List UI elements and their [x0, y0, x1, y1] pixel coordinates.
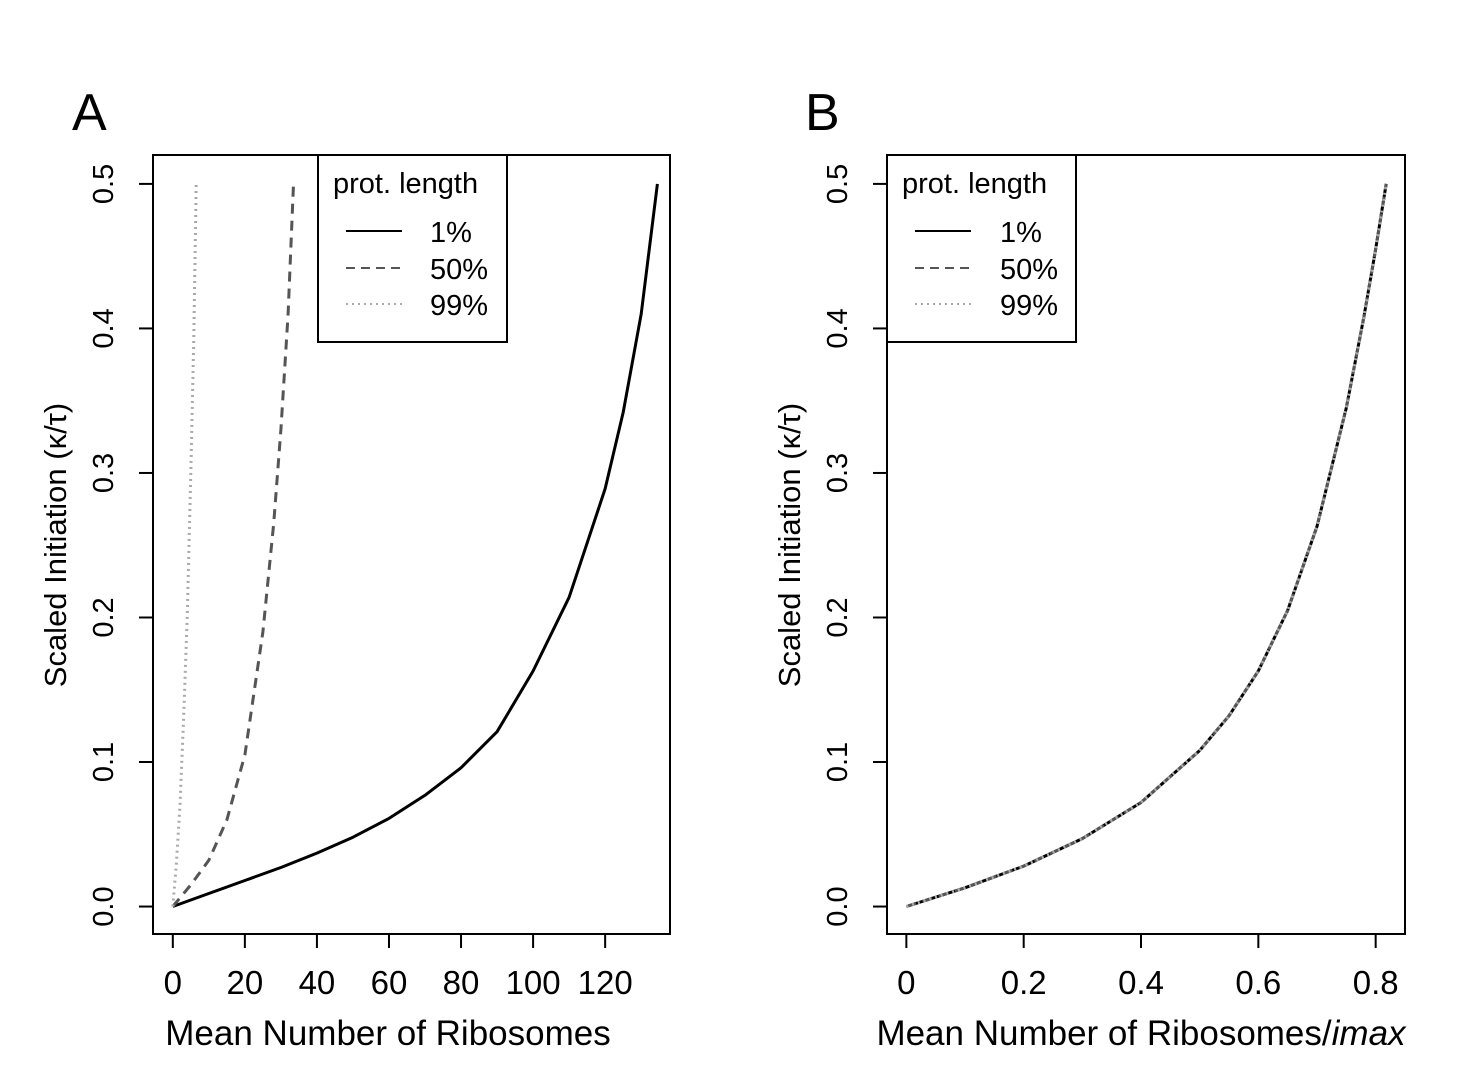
y-tick-label: 0.5 — [88, 164, 120, 204]
x-axis: 0 0.2 0.4 0.6 0.8 — [897, 934, 1399, 1001]
y-tick-label: 0.4 — [88, 308, 120, 348]
y-tick-label: 0.4 — [822, 308, 854, 348]
legend-entry: 99% — [1000, 290, 1058, 322]
x-tick-label: 0.8 — [1353, 964, 1399, 1001]
y-tick-label: 0.5 — [822, 164, 854, 204]
y-tick-label: 0.1 — [822, 742, 854, 782]
legend-title: prot. length — [902, 168, 1047, 200]
series-group — [905, 183, 1388, 908]
x-tick-label: 80 — [443, 964, 480, 1001]
series-group — [171, 183, 659, 908]
y-tick-label: 0.3 — [88, 453, 120, 493]
plot-frame — [886, 154, 1406, 935]
x-tick-label: 60 — [371, 964, 408, 1001]
y-tick-label: 0.1 — [88, 742, 120, 782]
x-tick-label: 20 — [227, 964, 264, 1001]
x-tick-label: 0.4 — [1118, 964, 1164, 1001]
x-tick-label: 0 — [164, 964, 182, 1001]
legend: prot. length 1% 50% 99% — [886, 154, 1077, 343]
y-axis-label: Scaled Initiation (κ/τ) — [38, 403, 73, 687]
x-tick-label: 0.2 — [1001, 964, 1047, 1001]
x-tick-label: 120 — [578, 964, 633, 1001]
x-tick-label: 0.6 — [1235, 964, 1281, 1001]
y-axis-label: Scaled Initiation (κ/τ) — [772, 403, 807, 687]
y-axis: 0.0 0.1 0.2 0.3 0.4 0.5 — [822, 164, 887, 927]
x-axis-label: Mean Number of Ribosomes — [165, 1014, 610, 1053]
legend-box — [886, 154, 1077, 343]
y-tick-label: 0.0 — [822, 886, 854, 926]
panel-label: B — [805, 84, 840, 142]
panel-label: A — [72, 84, 107, 142]
y-tick-label: 0.0 — [88, 886, 120, 926]
y-tick-label: 0.3 — [822, 453, 854, 493]
panel-a: A 0 20 40 60 80 100 120 0.0 0.1 0.2 0.3 0.4 0.5 Mea… — [38, 84, 671, 1053]
y-tick-label: 0.2 — [88, 597, 120, 637]
panel-b: B 0 0.2 0.4 0.6 0.8 0.0 0.1 0.2 0.3 0.4 0.5 Mean … — [772, 84, 1407, 1053]
legend-title: prot. length — [333, 168, 478, 200]
x-axis-label: Mean Number of Ribosomes/imax — [876, 1014, 1407, 1053]
series-line-solid — [172, 183, 659, 908]
x-tick-label: 100 — [506, 964, 561, 1001]
legend-entry: 1% — [430, 217, 472, 249]
series-line-dashed — [171, 183, 295, 908]
legend-entry: 1% — [1000, 217, 1042, 249]
legend-entry: 99% — [430, 290, 488, 322]
x-tick-label: 40 — [299, 964, 336, 1001]
legend: prot. length 1% 50% 99% — [317, 154, 508, 343]
legend-entry: 50% — [430, 254, 488, 286]
y-axis: 0.0 0.1 0.2 0.3 0.4 0.5 — [88, 164, 153, 927]
x-tick-label: 0 — [897, 964, 915, 1001]
series-line-dotted — [905, 183, 1388, 908]
legend-entry: 50% — [1000, 254, 1058, 286]
legend-box — [317, 154, 508, 343]
y-tick-label: 0.2 — [822, 597, 854, 637]
x-axis: 0 20 40 60 80 100 120 — [164, 934, 633, 1001]
